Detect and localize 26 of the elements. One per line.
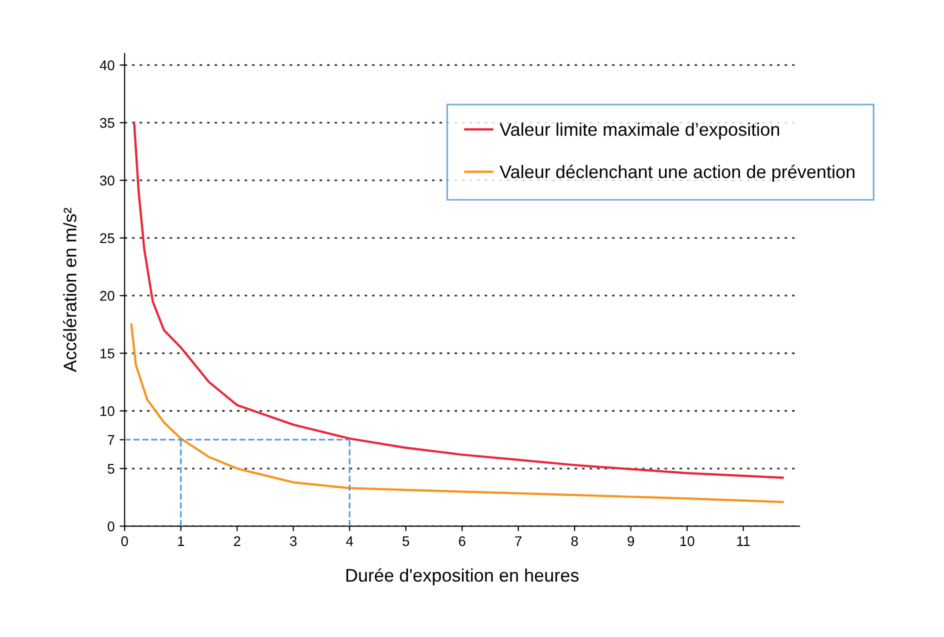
x-tick-label: 11 bbox=[737, 536, 750, 546]
x-tick-label: 0 bbox=[121, 536, 128, 546]
x-tick-label: 2 bbox=[234, 536, 240, 546]
y-tick-label: 7 bbox=[108, 435, 114, 445]
y-tick-label: 0 bbox=[108, 521, 114, 532]
y-tick-label: 10 bbox=[100, 406, 114, 416]
y-tick-label: 30 bbox=[100, 176, 114, 186]
y-tick-label: 20 bbox=[100, 290, 114, 301]
x-tick-label: 7 bbox=[515, 536, 522, 546]
x-tick-label: 10 bbox=[680, 536, 694, 546]
x-tick-label: 8 bbox=[571, 536, 578, 546]
legend-label: Valeur déclenchant une action de prévention bbox=[500, 164, 854, 182]
x-tick-label: 3 bbox=[290, 536, 297, 546]
x-axis-title: Durée d'exposition en heures bbox=[346, 568, 579, 586]
y-tick-label: 35 bbox=[100, 118, 114, 128]
x-tick-label: 9 bbox=[628, 536, 634, 546]
x-tick-label: 4 bbox=[346, 536, 354, 546]
x-tick-label: 6 bbox=[458, 536, 466, 546]
y-tick-label: 25 bbox=[100, 233, 114, 244]
y-tick-label: 5 bbox=[108, 464, 114, 474]
legend-label: Valeur limite maximale d’exposition bbox=[500, 122, 780, 140]
y-axis-title: Accélération en m/s² bbox=[62, 208, 76, 372]
x-tick-label: 5 bbox=[402, 536, 410, 546]
y-tick-label: 40 bbox=[100, 60, 114, 70]
x-tick-label: 1 bbox=[178, 536, 184, 546]
y-tick-label: 15 bbox=[100, 348, 114, 358]
